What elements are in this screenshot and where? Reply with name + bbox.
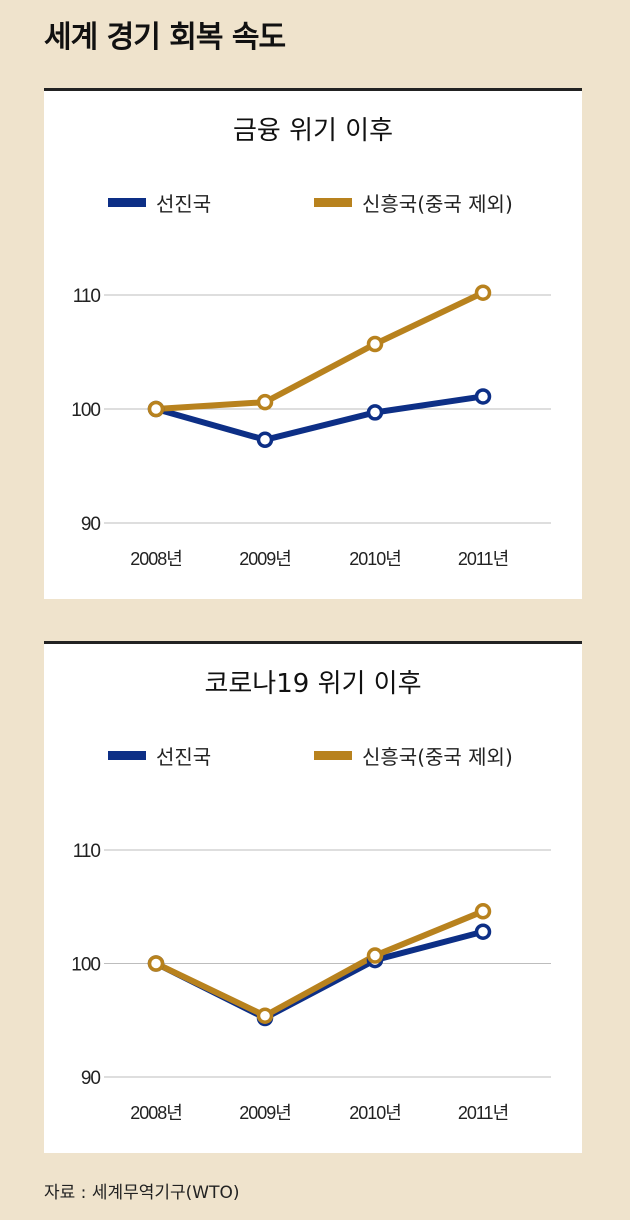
data-point [256, 431, 274, 449]
legend-label: 선진국 [156, 192, 211, 216]
legend-swatch [314, 198, 352, 207]
y-tick-label: 110 [73, 286, 101, 307]
legend-swatch [314, 751, 352, 760]
y-tick-label: 110 [73, 841, 101, 862]
series-line [154, 928, 484, 1021]
y-tick-label: 100 [71, 955, 100, 976]
legend-label: 선진국 [156, 745, 211, 769]
data-point [366, 947, 384, 964]
chart-title: 금융 위기 이후 [233, 116, 393, 146]
y-tick-label: 100 [71, 400, 100, 421]
y-tick-label: 90 [81, 514, 101, 535]
x-tick-label: 2010년 [349, 1103, 401, 1123]
data-point [147, 400, 165, 418]
data-point [256, 1007, 274, 1024]
x-tick-label: 2010년 [349, 549, 401, 569]
data-point [256, 393, 274, 411]
data-point [474, 923, 492, 940]
legend-label: 신흥국(중국 제외) [362, 192, 513, 216]
data-point [474, 388, 492, 405]
x-tick-label: 2011년 [458, 1103, 508, 1123]
data-point [474, 903, 492, 920]
data-point [366, 404, 384, 421]
x-tick-label: 2009년 [239, 1103, 291, 1123]
data-point [147, 955, 165, 972]
legend-swatch [108, 751, 146, 760]
series-line [155, 290, 485, 412]
legend-label: 신흥국(중국 제외) [362, 745, 513, 769]
x-tick-label: 2009년 [239, 549, 291, 569]
x-tick-label: 2008년 [130, 1103, 182, 1123]
x-tick-label: 2011년 [458, 549, 508, 569]
series-line [154, 908, 485, 1019]
y-tick-label: 90 [81, 1068, 101, 1089]
series-line [155, 393, 484, 443]
x-tick-label: 2008년 [130, 549, 182, 569]
data-point [366, 335, 384, 353]
chart-title: 코로나19 위기 이후 [204, 669, 421, 699]
page-title: 세계 경기 회복 속도 [44, 20, 286, 55]
legend-swatch [108, 198, 146, 207]
data-point [474, 284, 492, 301]
source-note: 자료 : 세계무역기구(WTO) [44, 1183, 240, 1203]
